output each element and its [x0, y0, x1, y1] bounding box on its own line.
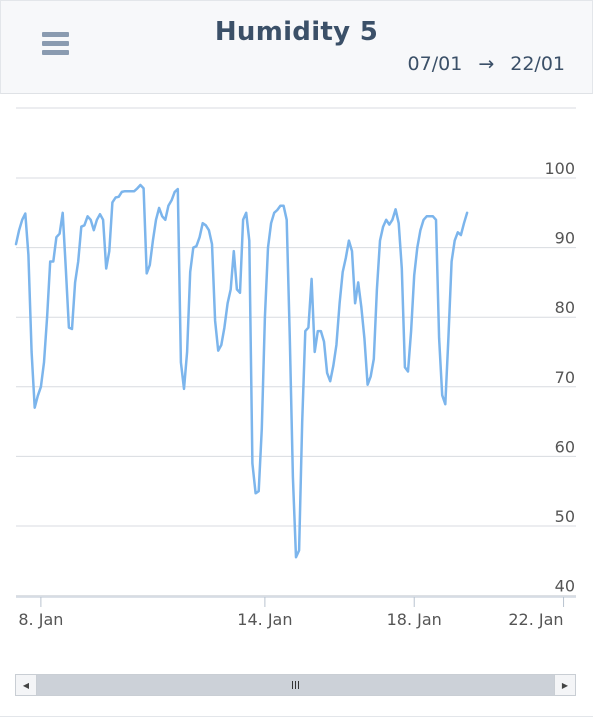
y-tick-label-90: 90	[555, 229, 575, 248]
y-tick-label-70: 70	[555, 368, 575, 387]
series-line-0	[14, 183, 469, 559]
date-range: 07/01 → 22/01	[408, 53, 565, 75]
range-start: 07/01	[407, 53, 463, 75]
y-tick-label-100: 100	[544, 159, 575, 178]
range-end: 22/01	[510, 53, 565, 75]
y-tick-label-40: 40	[555, 577, 575, 596]
x-axis: 8. Jan 14. Jan 18. Jan 22. Jan	[16, 596, 576, 629]
grip-icon	[292, 681, 299, 689]
hamburger-menu-icon[interactable]	[42, 32, 69, 56]
y-tick-label-50: 50	[555, 507, 575, 526]
range-arrow: →	[478, 53, 495, 75]
humidity-line-chart: 40 50 60 70 80 90 100 8. Jan 14. Jan 18. Jan 22. …	[14, 107, 576, 629]
y-tick-label-80: 80	[555, 298, 575, 317]
chart-area: 40 50 60 70 80 90 100 8. Jan 14. Jan 18. Jan 22. …	[0, 93, 593, 665]
series-lines	[14, 183, 469, 559]
x-tick-label-2: 18. Jan	[387, 610, 442, 629]
horizontal-scrollbar[interactable]: ◀ ▶	[15, 674, 576, 696]
gridlines	[16, 107, 576, 597]
divider	[0, 716, 593, 717]
y-tick-label-60: 60	[555, 437, 575, 456]
x-tick-label-1: 14. Jan	[237, 610, 292, 629]
scrollbar-thumb[interactable]	[37, 675, 554, 695]
chart-header: Humidity 5 07/01 → 22/01	[0, 0, 593, 94]
x-tick-label-0: 8. Jan	[18, 610, 63, 629]
arrow-left-icon[interactable]: ◀	[16, 675, 37, 695]
chart-title: Humidity 5	[214, 17, 379, 47]
y-axis: 40 50 60 70 80 90 100	[544, 159, 575, 596]
arrow-right-icon[interactable]: ▶	[554, 675, 575, 695]
x-tick-label-3: 22. Jan	[508, 610, 563, 629]
